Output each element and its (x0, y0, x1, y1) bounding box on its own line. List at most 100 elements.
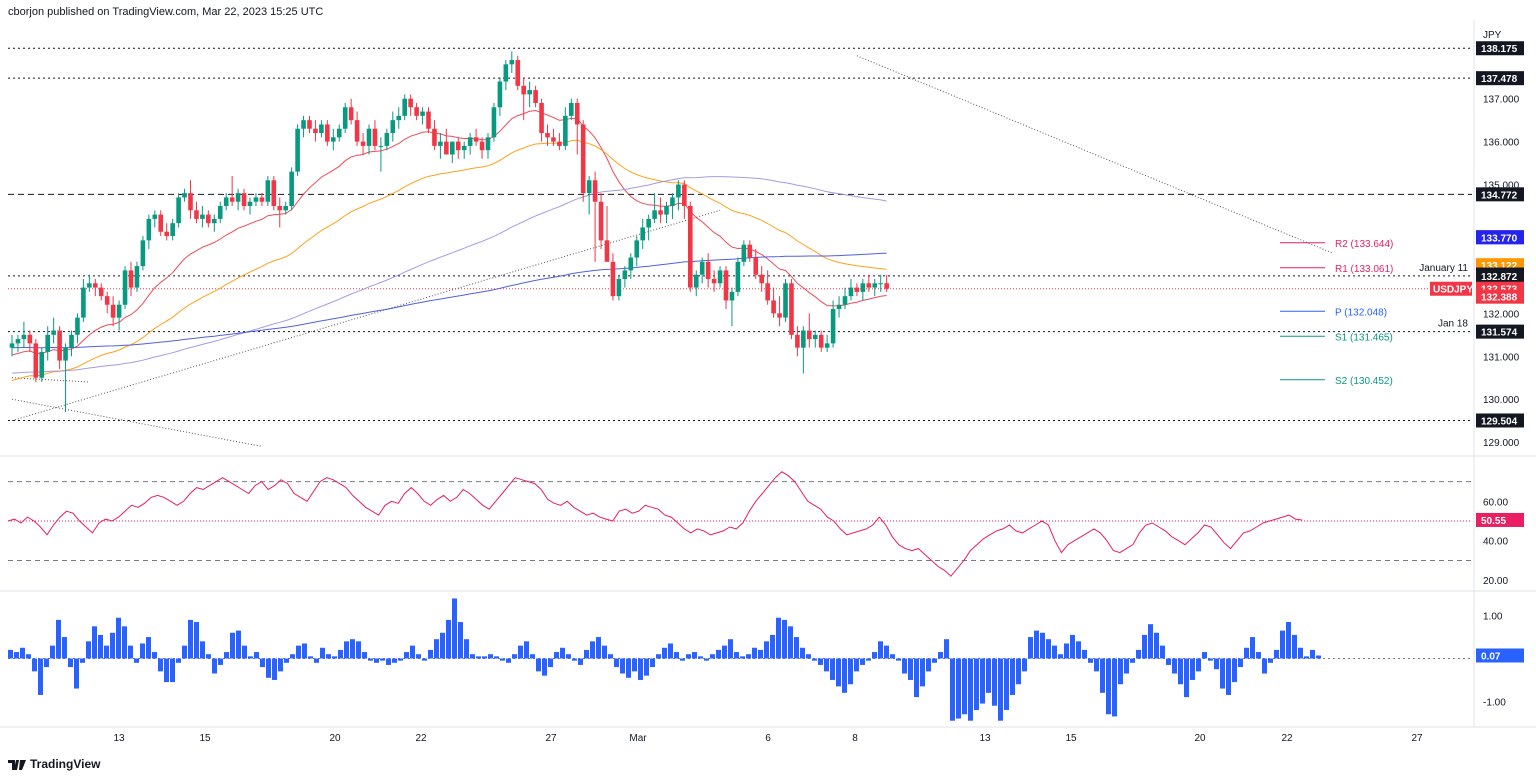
candle-body (854, 287, 860, 292)
osc-bar (1256, 652, 1261, 659)
candle-body (735, 261, 741, 292)
osc-bar (980, 658, 985, 704)
osc-bar (872, 652, 877, 659)
candle-body (217, 206, 223, 219)
candle-body (331, 137, 336, 142)
osc-bar (662, 647, 667, 659)
osc-bar (842, 658, 847, 693)
osc-bar (836, 658, 841, 687)
osc-bar (290, 654, 295, 659)
x-tick-label: 13 (979, 733, 991, 744)
pivot-label: P (132.048) (1335, 307, 1387, 318)
osc-bar (602, 645, 607, 659)
candle-body (414, 107, 419, 116)
candle-body (75, 317, 80, 335)
osc-bar (1184, 658, 1189, 698)
osc-bar (428, 649, 433, 659)
osc-bar (770, 634, 775, 659)
osc-bar (596, 637, 601, 659)
osc-bar (572, 658, 577, 661)
osc-bar (962, 658, 967, 715)
candle-body (15, 339, 21, 344)
candle-body (640, 227, 645, 241)
pivot-levels: R2 (133.644) R1 (133.061) P (132.048) S1 (1… (1280, 239, 1393, 387)
candle-body (801, 330, 806, 348)
osc-bar (1058, 654, 1063, 659)
candle-body (265, 180, 271, 202)
osc-bar (1238, 658, 1243, 668)
osc-bar (488, 654, 493, 659)
osc-bar (434, 639, 439, 659)
candle-body (771, 300, 776, 314)
osc-bar (368, 658, 373, 661)
osc-bar (920, 658, 925, 687)
osc-bar (1118, 658, 1123, 685)
osc-bar (692, 652, 697, 659)
osc-bar (1202, 652, 1207, 659)
candle-body (824, 343, 830, 348)
support-trendline (11, 209, 721, 422)
ma-line-3 (11, 252, 887, 349)
osc-bar (782, 619, 787, 659)
osc-bar (158, 658, 163, 672)
osc-bar (482, 656, 487, 659)
rsi-tick-label: 60.00 (1483, 497, 1508, 508)
candle-body (170, 223, 175, 237)
candle-body (676, 184, 681, 198)
price-badges: 138.175137.478134.772133.777133.770133.1… (1430, 41, 1524, 663)
osc-bar (722, 645, 727, 659)
candle-body (723, 270, 729, 301)
candle-body (467, 137, 473, 146)
osc-bar (68, 658, 73, 668)
osc-bar (50, 645, 55, 659)
x-tick-label: 15 (199, 733, 211, 744)
osc-bar (464, 639, 469, 659)
candle-body (104, 296, 110, 305)
candle-body (378, 145, 384, 147)
candle-body (699, 261, 705, 275)
candle-body (711, 278, 717, 284)
candle-body (384, 133, 390, 146)
osc-bar (224, 652, 229, 659)
osc-bar (1166, 658, 1171, 665)
osc-bar (1262, 658, 1267, 674)
candle-body (563, 115, 568, 146)
osc-bar (554, 652, 559, 659)
osc-bar (944, 639, 949, 659)
candle-body (33, 343, 39, 378)
osc-bar (896, 658, 901, 661)
price-badge-bg (1476, 268, 1524, 283)
candle-body (366, 128, 372, 146)
osc-badge: 0.07 (1481, 651, 1501, 662)
osc-bar (710, 654, 715, 659)
osc-bar (1040, 632, 1045, 659)
time-axis[interactable]: 13 15 20 22 27 Mar 6 8 13 15 20 22 27 (113, 733, 1423, 744)
osc-bar (914, 658, 919, 698)
price-badge: 133.122 (1481, 261, 1518, 272)
osc-bar (218, 658, 223, 665)
candle-body (283, 206, 288, 211)
candle-body (98, 287, 104, 297)
osc-bar (644, 658, 649, 676)
y-tick-label: 137.000 (1483, 95, 1520, 106)
price-axis[interactable]: JPY 129.000130.000131.000132.000135.0001… (1483, 30, 1520, 708)
osc-bar (632, 658, 637, 672)
candle-body (235, 193, 241, 202)
tradingview-footer[interactable]: TradingView (8, 757, 100, 771)
trendlines[interactable] (11, 55, 1334, 447)
osc-bar (308, 656, 313, 659)
osc-bar (458, 622, 463, 659)
candle-body (533, 90, 538, 103)
osc-bar (422, 658, 427, 661)
osc-bar (902, 658, 907, 674)
candle-body (503, 64, 509, 82)
candle-body (128, 270, 134, 288)
candle-body (146, 218, 152, 241)
price-badge-bg (1476, 230, 1524, 245)
osc-bar (1082, 649, 1087, 659)
currency-label: JPY (1483, 30, 1502, 41)
osc-bar (194, 622, 199, 659)
osc-bar (1220, 658, 1225, 689)
osc-bar (806, 654, 811, 659)
